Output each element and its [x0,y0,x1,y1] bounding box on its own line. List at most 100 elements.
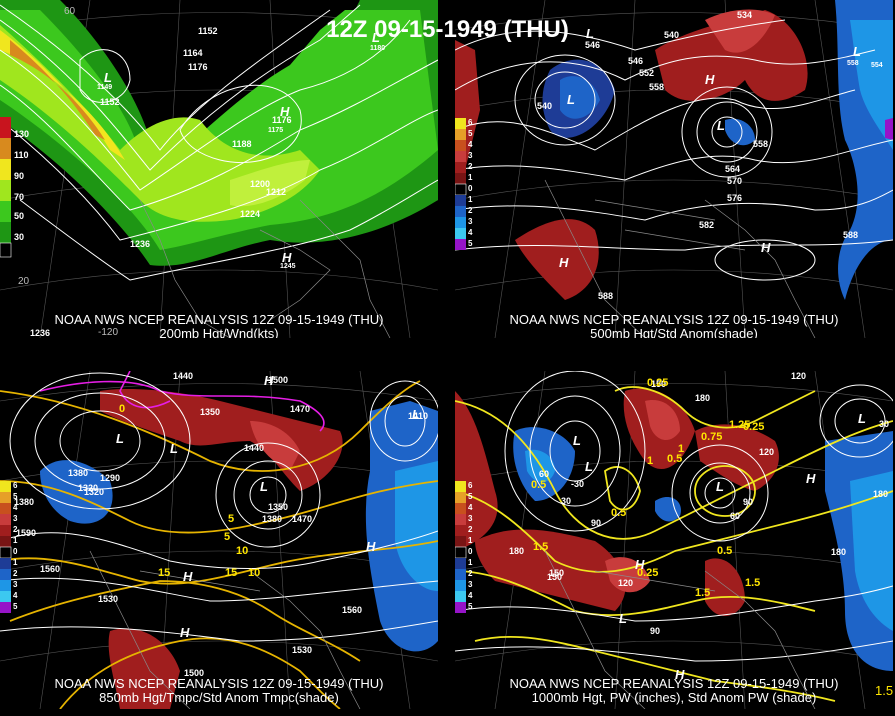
legend-label: 5 [468,239,473,248]
contour-label: 534 [737,10,753,20]
precip-water-label: 0.25 [647,377,669,389]
high-center-marker: H [705,72,715,87]
contour-label: 1224 [240,209,261,219]
contour-label: 540 [537,101,553,111]
contour-label: 582 [699,220,715,230]
contour-label: 30 [561,496,572,506]
legend-label: 3 [468,151,473,160]
contour-label: 1152 [100,97,120,107]
contour-label: 1350 [268,502,289,512]
contour-label: 558 [753,139,769,149]
legend-label: 5 [468,129,473,138]
low-center-marker: L [104,70,112,85]
contour-label: 1320 [78,483,99,493]
map-500mb-graphic [455,0,893,338]
precip-water-label: 0.5 [611,507,627,519]
temperature-label: 10 [248,567,261,579]
legend-label: 4 [468,503,473,512]
contour-label: 1236 [30,328,51,338]
legend-label: 2 [468,569,473,578]
high-center-marker: H [761,240,771,255]
contour-label: 1245 [280,263,296,270]
high-center-marker: H [264,373,274,388]
high-center-marker: H [280,104,290,119]
legend-label: 130 [14,129,30,139]
contour-label: 1560 [342,605,363,615]
temperature-label: 5 [224,531,231,543]
panel-200mb-map: 130 110 90 70 50 30 60 20 -120 1152 1164… [0,0,438,338]
contour-label: 558 [847,60,859,67]
panel-field-caption: 1000mb Hgt, PW (inches), Std Anom PW (sh… [531,690,817,705]
precip-water-label: 1.25 [729,419,751,431]
contour-label: 540 [664,30,680,40]
anomaly-legend [455,118,467,250]
legend-label: 1 [468,558,473,567]
low-center-marker: L [567,92,575,107]
contour-label: 1380 [14,497,35,507]
map-200mb-graphic [0,0,438,338]
contour-label: 180 [695,393,711,403]
legend-label: 3 [13,580,18,589]
contour-label: 1500 [268,375,289,385]
grid-label: -120 [98,327,119,338]
legend-label: 5 [468,602,473,611]
low-center-marker: L [585,459,593,474]
precip-water-label: 0.5 [717,545,733,557]
legend-label: 5 [468,492,473,501]
low-center-marker: L [716,479,724,494]
map-850mb-graphic [0,371,438,709]
contour-label: 150 [651,379,667,389]
contour-label: 180 [873,489,889,499]
contour-label: 552 [639,68,655,78]
contour-label: -30 [571,479,585,489]
contour-label: 60 [539,469,550,479]
contour-label: 1149 [97,84,113,91]
contour-label: 1410 [408,411,429,421]
legend-label: 3 [468,217,473,226]
legend-label: 30 [14,232,25,242]
legend-label: 4 [13,503,18,512]
low-center-marker: L [586,26,594,41]
legend-label: 1 [468,536,473,545]
contour-label: 1200 [250,179,271,189]
map-1000mb-graphic [455,371,893,709]
contour-label: 120 [791,371,807,381]
contour-label: 180 [831,547,847,557]
contour-label: 588 [598,291,614,301]
wind-legend [0,117,12,258]
main-title: 12Z 09-15-1949 (THU) [326,16,569,43]
grid-label: 20 [18,276,30,287]
precip-water-label: 1.5 [533,541,549,553]
legend-label: 2 [468,525,473,534]
panel-source-caption: NOAA NWS NCEP REANALYSIS 12Z 09-15-1949 … [54,312,384,327]
contour-label: 546 [585,40,601,50]
contour-label: 1530 [98,594,119,604]
contour-label: 90 [743,497,754,507]
anomaly-legend [455,481,467,613]
low-center-marker: L [853,44,861,59]
contour-label: 558 [649,82,665,92]
contour-label: 1530 [292,645,313,655]
contour-label: 570 [727,176,743,186]
contour-label: 1290 [100,473,121,483]
contour-label: 554 [871,62,883,69]
contour-label: 90 [650,626,661,636]
high-center-marker: H [183,569,193,584]
high-center-marker: H [675,667,685,682]
panel-source-caption: NOAA NWS NCEP REANALYSIS 12Z 09-15-1949 … [54,676,384,691]
legend-label: 6 [468,118,473,127]
legend-label: 4 [468,140,473,149]
high-center-marker: H [180,625,190,640]
legend-label: 5 [13,602,18,611]
panel-850mb-map: 6 5 4 3 2 1 0 1 2 3 4 5 1440 1500 1470 1… [0,371,438,709]
panel-field-caption: 500mb Hgt/Std Anom(shade) [590,326,758,339]
legend-label: 6 [468,481,473,490]
legend-label: 1 [13,536,18,545]
legend-label: 6 [13,481,18,490]
low-center-marker: L [573,433,581,448]
high-center-marker: H [559,255,569,270]
grid-label: 60 [64,6,76,17]
low-center-marker: L [717,118,725,133]
precip-water-label: 1 [647,455,654,467]
precip-water-label: 0.25 [743,421,765,433]
